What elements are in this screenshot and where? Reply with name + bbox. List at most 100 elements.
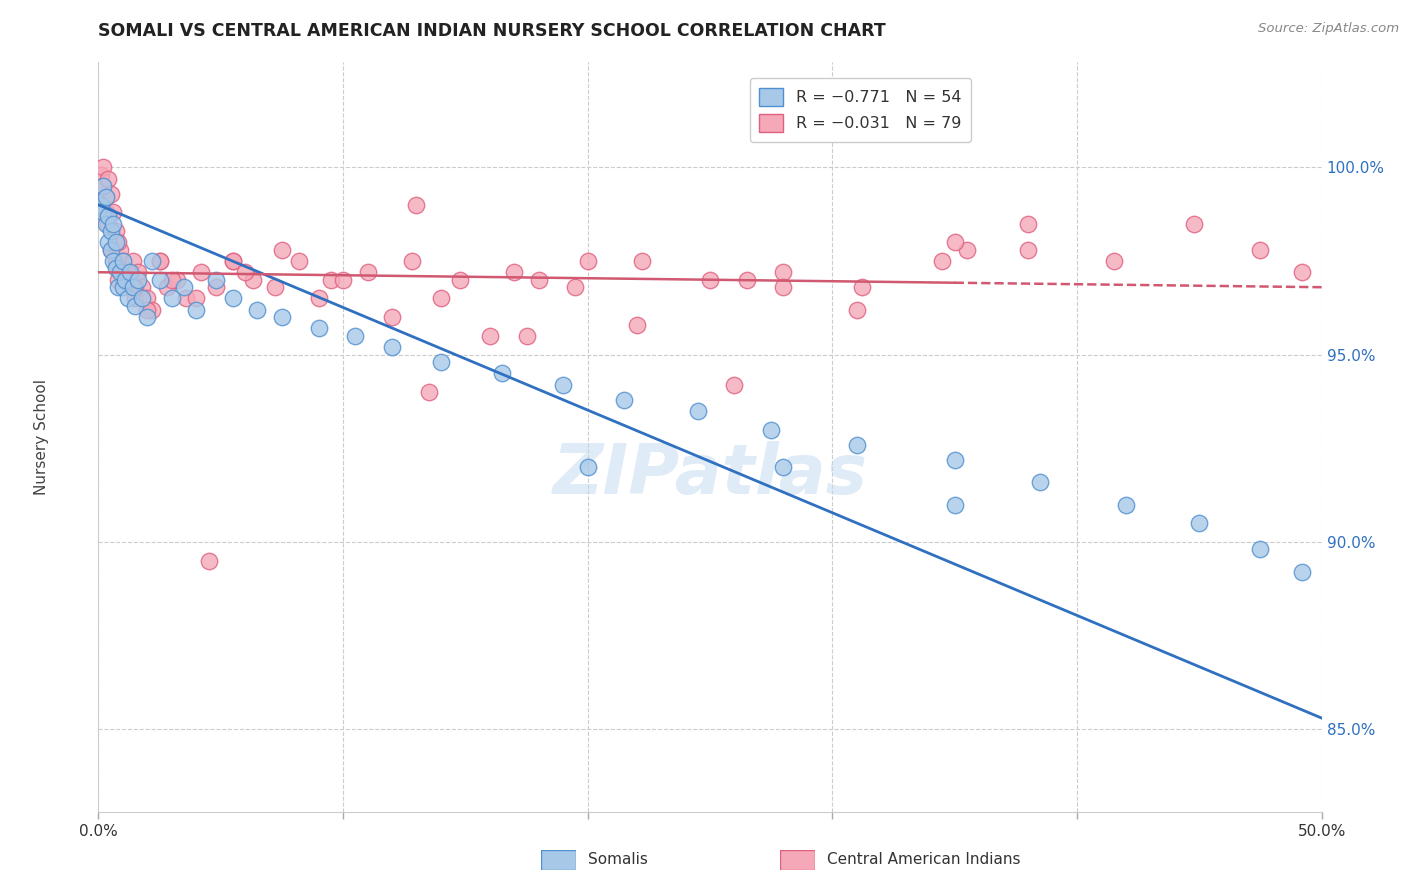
- Text: Source: ZipAtlas.com: Source: ZipAtlas.com: [1258, 22, 1399, 36]
- Point: [344, 329, 367, 343]
- Point: [104, 235, 127, 250]
- Point: [405, 198, 427, 212]
- Point: [308, 292, 330, 306]
- Point: [104, 224, 127, 238]
- Point: [1115, 498, 1137, 512]
- Point: [117, 273, 139, 287]
- Point: [190, 265, 212, 279]
- Point: [91, 205, 114, 219]
- Text: Somalis: Somalis: [588, 853, 648, 867]
- Point: [430, 292, 453, 306]
- Point: [160, 273, 183, 287]
- Point: [100, 243, 122, 257]
- Point: [1017, 243, 1039, 257]
- Point: [1249, 542, 1271, 557]
- Point: [104, 254, 127, 268]
- Point: [127, 273, 149, 287]
- Point: [107, 273, 129, 287]
- Point: [478, 329, 501, 343]
- Point: [131, 292, 153, 306]
- Point: [308, 321, 330, 335]
- Point: [1249, 243, 1271, 257]
- Point: [90, 168, 112, 182]
- Y-axis label: Nursery School: Nursery School: [35, 379, 49, 495]
- Point: [222, 254, 245, 268]
- Point: [319, 273, 342, 287]
- Point: [117, 265, 139, 279]
- Point: [222, 292, 245, 306]
- Point: [107, 280, 129, 294]
- Point: [772, 460, 794, 475]
- Point: [288, 254, 311, 268]
- Point: [111, 254, 134, 268]
- Point: [141, 302, 163, 317]
- Point: [114, 265, 136, 279]
- Point: [136, 310, 159, 325]
- Point: [1291, 565, 1313, 579]
- Point: [418, 385, 440, 400]
- Point: [121, 254, 143, 268]
- Point: [430, 355, 453, 369]
- Point: [101, 254, 124, 268]
- Point: [1184, 217, 1206, 231]
- Point: [94, 205, 117, 219]
- Point: [931, 254, 953, 268]
- Point: [107, 235, 129, 250]
- Point: [332, 273, 354, 287]
- Point: [156, 280, 179, 294]
- Point: [197, 554, 219, 568]
- Point: [205, 273, 228, 287]
- Point: [97, 171, 120, 186]
- Point: [120, 265, 142, 279]
- Point: [381, 310, 404, 325]
- Point: [186, 302, 208, 317]
- Point: [772, 265, 794, 279]
- Point: [761, 423, 783, 437]
- Point: [124, 292, 146, 306]
- Point: [735, 273, 758, 287]
- Point: [686, 404, 709, 418]
- Point: [1188, 516, 1211, 531]
- Point: [270, 310, 294, 325]
- Point: [97, 217, 120, 231]
- Point: [1102, 254, 1125, 268]
- Point: [166, 273, 188, 287]
- Point: [450, 273, 472, 287]
- Point: [100, 224, 122, 238]
- Point: [723, 377, 745, 392]
- Point: [141, 254, 163, 268]
- Point: [851, 280, 873, 294]
- Point: [576, 254, 599, 268]
- Point: [515, 329, 537, 343]
- Point: [90, 198, 112, 212]
- Point: [564, 280, 586, 294]
- Point: [136, 292, 159, 306]
- Point: [356, 265, 378, 279]
- Text: SOMALI VS CENTRAL AMERICAN INDIAN NURSERY SCHOOL CORRELATION CHART: SOMALI VS CENTRAL AMERICAN INDIAN NURSER…: [98, 22, 886, 40]
- Point: [121, 280, 143, 294]
- Point: [149, 254, 172, 268]
- Point: [845, 437, 868, 451]
- Point: [104, 261, 127, 276]
- Point: [943, 452, 966, 467]
- Point: [117, 292, 139, 306]
- Point: [173, 280, 195, 294]
- Point: [114, 273, 136, 287]
- Point: [110, 265, 132, 279]
- Point: [101, 217, 124, 231]
- Point: [263, 280, 285, 294]
- Point: [270, 243, 294, 257]
- Point: [503, 265, 526, 279]
- Text: Central American Indians: Central American Indians: [827, 853, 1021, 867]
- Point: [131, 280, 153, 294]
- Point: [553, 377, 575, 392]
- Point: [111, 254, 134, 268]
- Point: [401, 254, 423, 268]
- Point: [111, 280, 134, 294]
- Point: [136, 302, 159, 317]
- Point: [576, 460, 599, 475]
- Point: [246, 302, 269, 317]
- Point: [176, 292, 198, 306]
- Point: [100, 186, 122, 201]
- Legend: R = −0.771   N = 54, R = −0.031   N = 79: R = −0.771 N = 54, R = −0.031 N = 79: [749, 78, 972, 142]
